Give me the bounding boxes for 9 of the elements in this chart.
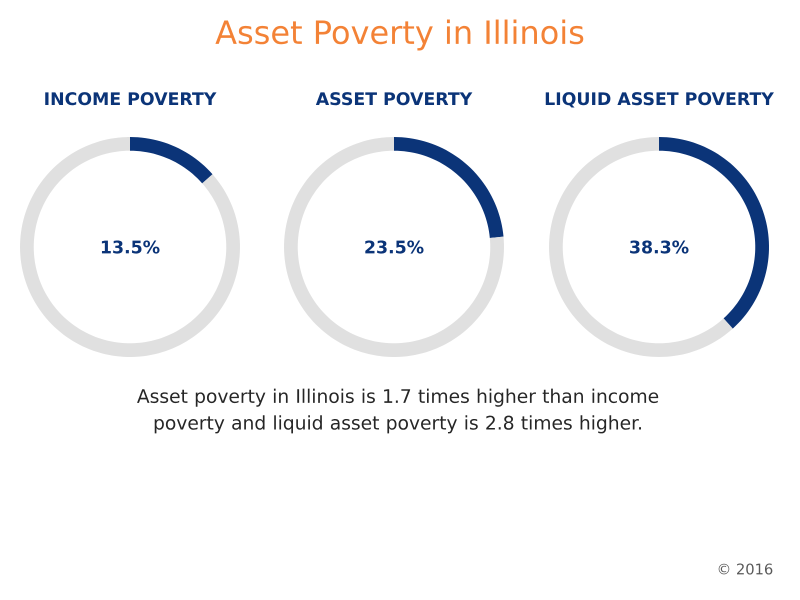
text: 13.5%	[102, 240, 160, 254]
text: 23.5%	[365, 240, 424, 254]
chart-title: ASSET POVERTY	[316, 92, 472, 106]
chart-title: LIQUID ASSET POVERTY	[546, 92, 774, 108]
text: Asset poverty in Illinois is 1.7 times higher than income poverty and liquid asset poverty is 2.8 times higher.	[137, 388, 658, 434]
chart-title: INCOME POVERTY	[45, 92, 217, 106]
text: © 2016	[718, 563, 772, 575]
text: Asset Poverty in Illinois	[215, 20, 584, 50]
text: 38.3%	[630, 240, 689, 254]
